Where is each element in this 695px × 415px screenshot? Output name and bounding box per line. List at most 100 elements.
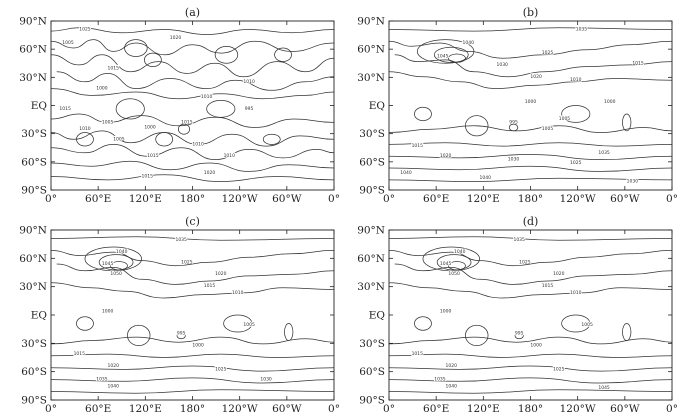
lon-tick-label: 60°E [85, 193, 111, 205]
contour-label-bg [513, 330, 526, 336]
isobar-closed-contour [274, 47, 292, 62]
contour-value-label: 1020 [204, 170, 216, 176]
contour-value-label: 1005 [113, 136, 125, 142]
isobar-line [51, 336, 334, 345]
contour-value-label: 1015 [147, 153, 159, 159]
contour-value-label: 1040 [108, 383, 120, 389]
contour-value-label: 1000 [525, 99, 537, 105]
lat-tick-label: 60°N [357, 253, 385, 265]
lon-tick-label: 0° [383, 403, 395, 415]
lat-tick-label: EQ [31, 100, 48, 112]
contour-label-bg [200, 93, 213, 99]
isobar-line [389, 40, 672, 59]
contour-label-bg [569, 289, 582, 295]
lon-tick-label: 0° [328, 403, 340, 415]
contour-label-bg [439, 308, 452, 314]
contour-label-bg [73, 350, 86, 356]
panel-a: 1025 1005 1020 1015 1010 1000 1010 1015 1005 1010… [19, 6, 340, 205]
isobar-line [389, 27, 672, 32]
lon-tick-label: 180° [518, 403, 543, 415]
isobar-line [389, 365, 672, 372]
lat-tick-label: 90°N [19, 225, 47, 237]
contour-value-label: 1015 [412, 143, 424, 149]
contour-value-label: 1045 [440, 261, 452, 267]
contour-label-bg [95, 85, 108, 91]
contour-label-bg [507, 118, 520, 124]
lat-tick-label: 30°N [19, 72, 47, 84]
contour-value-label: 1035 [598, 150, 610, 156]
lon-tick-label: 0° [328, 193, 340, 205]
contour-label-bg [101, 308, 114, 314]
isobar-closed-contour [110, 261, 128, 271]
isobar-line [51, 54, 334, 78]
contour-value-label: 1000 [192, 343, 204, 349]
contour-label-bg [581, 321, 594, 327]
lon-tick-label: 180° [180, 193, 205, 205]
lon-tick-label: 60°E [85, 403, 111, 415]
contour-label-bg [399, 169, 412, 175]
isobar-line [389, 389, 672, 394]
contour-label-bg [175, 236, 188, 242]
contour-label-bg [433, 376, 446, 382]
contour-value-label: 1000 [96, 86, 108, 92]
isobar-closed-contour [561, 105, 591, 123]
isobar-line [389, 282, 672, 299]
contour-label-bg [552, 365, 565, 371]
lat-tick-label: 30°S [359, 338, 385, 350]
contour-value-label: 1025 [553, 366, 565, 372]
isobar-line [51, 39, 334, 56]
contour-value-label: 1040 [116, 249, 128, 255]
lon-tick-label: 120°W [222, 403, 258, 415]
lat-tick-label: 90°S [359, 185, 385, 197]
contour-value-label: 1020 [108, 363, 120, 369]
lon-tick-label: 180° [180, 403, 205, 415]
contour-value-label: 1035 [175, 237, 187, 243]
isobar-line [51, 174, 334, 182]
contour-value-label: 1010 [224, 153, 236, 159]
contour-value-label: 1020 [530, 74, 542, 80]
isobar-line [51, 88, 334, 100]
contour-value-label: 995 [509, 119, 518, 125]
contour-value-label: 1045 [102, 261, 114, 267]
contour-value-label: 1030 [627, 179, 639, 185]
contour-label-bg [530, 342, 543, 348]
contour-label-bg [180, 118, 193, 124]
lat-tick-label: 30°S [21, 338, 47, 350]
lat-tick-label: 60°S [359, 156, 385, 168]
contour-value-label: 1025 [542, 50, 554, 56]
contour-label-bg [411, 350, 424, 356]
contour-label-bg [175, 330, 188, 336]
panel-label: (b) [523, 6, 539, 19]
contour-value-label: 1000 [530, 343, 542, 349]
isobar-line [389, 236, 672, 241]
isobar-line [389, 177, 672, 182]
contour-value-label: 1015 [542, 283, 554, 289]
contour-label-bg [439, 260, 452, 266]
lat-tick-label: 30°S [21, 128, 47, 140]
contour-value-label: 1020 [440, 153, 452, 159]
contour-label-bg [231, 289, 244, 295]
contour-label-bg [524, 98, 537, 104]
contour-value-label: 1025 [181, 259, 193, 265]
isobar-line [51, 113, 334, 128]
contour-label-bg [569, 159, 582, 165]
contour-value-label: 995 [245, 106, 254, 112]
isobar-line [51, 353, 334, 358]
contour-value-label: 1040 [479, 175, 491, 181]
lat-tick-label: 30°S [359, 128, 385, 140]
contour-value-label: 1050 [448, 271, 460, 277]
contour-value-label: 1025 [79, 26, 91, 32]
contour-value-label: 1005 [581, 322, 593, 328]
lat-tick-label: 60°N [19, 44, 47, 56]
contour-value-label: 1035 [513, 237, 525, 243]
lat-tick-label: EQ [31, 310, 48, 322]
contour-label-bg [78, 125, 91, 131]
contour-label-bg [598, 149, 611, 155]
isobar-closed-contour [124, 39, 148, 57]
contour-value-label: 1000 [102, 309, 114, 315]
contour-label-bg [203, 169, 216, 175]
contour-label-bg [223, 152, 236, 158]
contour-label-bg [558, 115, 571, 121]
contour-label-bg [214, 365, 227, 371]
lon-tick-label: 60°W [610, 193, 640, 205]
